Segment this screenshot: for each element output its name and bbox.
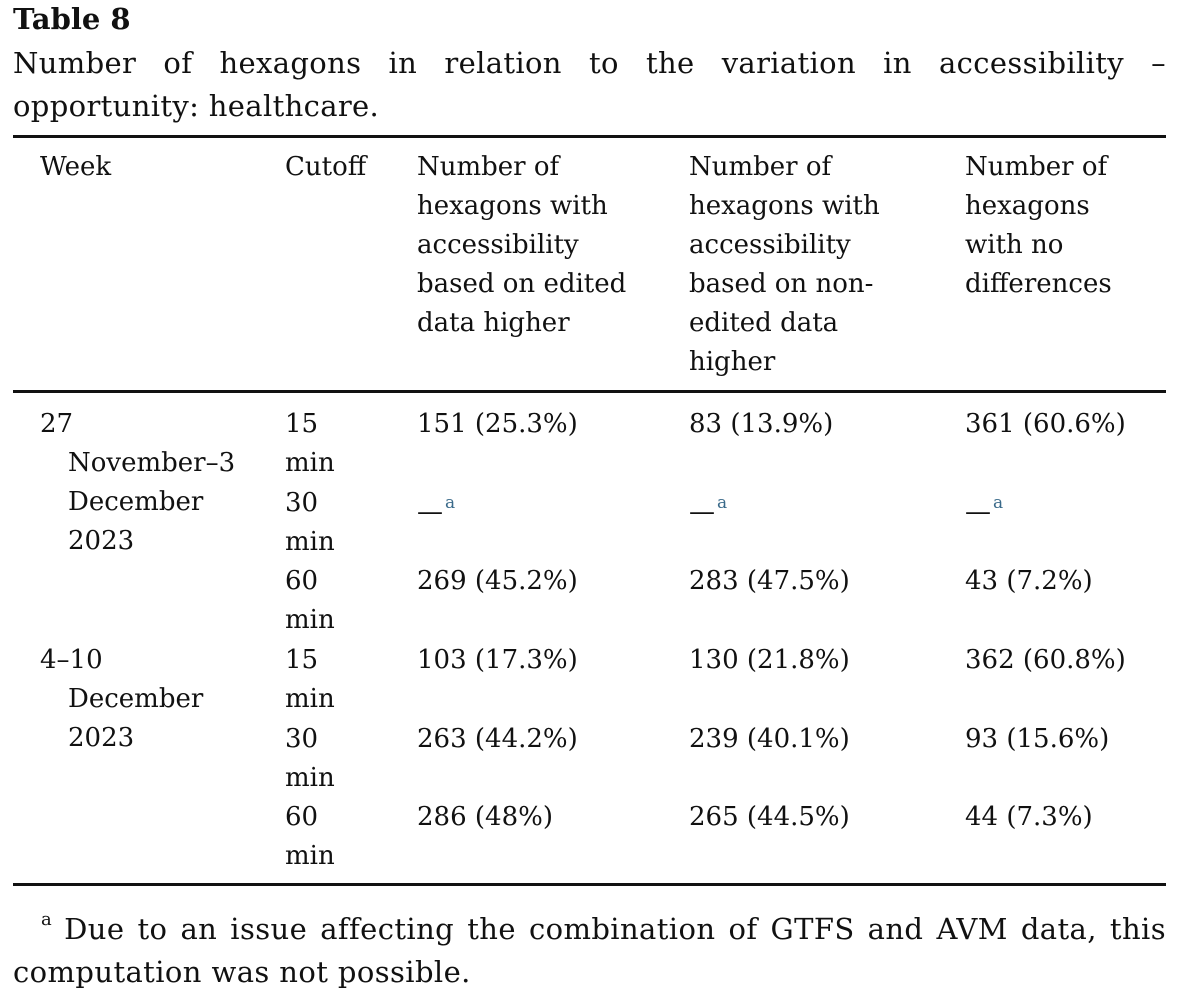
cell-nonedited-higher: 265 (44.5%) — [689, 798, 939, 837]
cell-no-differences: 362 (60.8%) — [965, 641, 1165, 680]
cell-week: 27 November–3 December 2023 — [40, 405, 255, 561]
week-line: 2023 — [68, 526, 135, 556]
cell-value: 130 (21.8%) — [689, 645, 850, 675]
cell-no-differences: 43 (7.2%) — [965, 562, 1165, 601]
footnote-link[interactable]: a — [993, 493, 1004, 513]
cell-value: 239 (40.1%) — [689, 724, 850, 754]
cell-edited-higher: 151 (25.3%) — [417, 405, 667, 444]
cell-nonedited-higher: 239 (40.1%) — [689, 720, 939, 759]
cell-value: 283 (47.5%) — [689, 566, 850, 596]
cell-value: — — [689, 497, 715, 527]
header-cutoff: Cutoff — [285, 152, 367, 182]
header-rule — [13, 390, 1166, 393]
footnote-mark: a — [41, 909, 53, 930]
cell-cutoff: 15 min — [285, 645, 335, 714]
cell-value: 44 (7.3%) — [965, 802, 1093, 832]
week-line: December — [68, 487, 204, 517]
week-line: November–3 — [68, 448, 236, 478]
cell-no-differences: 361 (60.6%) — [965, 405, 1165, 444]
cell-nonedited-higher: 283 (47.5%) — [689, 562, 939, 601]
cell-value: 103 (17.3%) — [417, 645, 578, 675]
cell-value: 265 (44.5%) — [689, 802, 850, 832]
cell-nonedited-higher: 83 (13.9%) — [689, 405, 939, 444]
table-footnote: a Due to an issue affecting the combinati… — [13, 898, 1166, 994]
week-line: December — [68, 684, 204, 714]
footnote-text: Due to an issue affecting the combinatio… — [13, 912, 1166, 989]
cell-nonedited-higher: 130 (21.8%) — [689, 641, 939, 680]
bottom-rule — [13, 883, 1166, 886]
cell-cutoff: 60 min — [285, 802, 335, 871]
cell-value: — — [417, 497, 443, 527]
week-line: 2023 — [68, 723, 135, 753]
week-line: 27 — [40, 409, 74, 439]
cell-cutoff: 30 min — [285, 488, 335, 557]
cell-value: 43 (7.2%) — [965, 566, 1093, 596]
week-line: 4–10 — [40, 645, 103, 675]
cell-value: — — [965, 497, 991, 527]
table-caption: Number of hexagons in relation to the va… — [13, 46, 1166, 123]
top-rule — [13, 135, 1166, 138]
cell-week: 4–10 December 2023 — [40, 641, 255, 758]
cell-value: 93 (15.6%) — [965, 724, 1110, 754]
footnote-link[interactable]: a — [445, 493, 456, 513]
cell-value: 286 (48%) — [417, 802, 553, 832]
cell-no-differences: 93 (15.6%) — [965, 720, 1165, 759]
header-no-differences: Number of hexagons with no differences — [965, 152, 1112, 299]
cell-edited-higher: 103 (17.3%) — [417, 641, 667, 680]
cell-cutoff: 60 min — [285, 566, 335, 635]
cell-edited-higher: — a — [417, 484, 667, 532]
cell-edited-higher: 263 (44.2%) — [417, 720, 667, 759]
table-label: Table 8 — [13, 2, 131, 36]
footnote-link[interactable]: a — [717, 493, 728, 513]
cell-nonedited-higher: — a — [689, 484, 939, 532]
cell-value: 263 (44.2%) — [417, 724, 578, 754]
cell-edited-higher: 269 (45.2%) — [417, 562, 667, 601]
cell-value: 83 (13.9%) — [689, 409, 834, 439]
cell-value: 362 (60.8%) — [965, 645, 1126, 675]
cell-value: 151 (25.3%) — [417, 409, 578, 439]
cell-value: 361 (60.6%) — [965, 409, 1126, 439]
cell-value: 269 (45.2%) — [417, 566, 578, 596]
header-edited-higher: Number of hexagons with accessibility ba… — [417, 152, 627, 338]
cell-edited-higher: 286 (48%) — [417, 798, 667, 837]
cell-no-differences: 44 (7.3%) — [965, 798, 1165, 837]
header-week: Week — [40, 152, 112, 182]
cell-no-differences: — a — [965, 484, 1165, 532]
header-nonedited-higher: Number of hexagons with accessibility ba… — [689, 152, 880, 377]
cell-cutoff: 15 min — [285, 409, 335, 478]
cell-cutoff: 30 min — [285, 724, 335, 793]
